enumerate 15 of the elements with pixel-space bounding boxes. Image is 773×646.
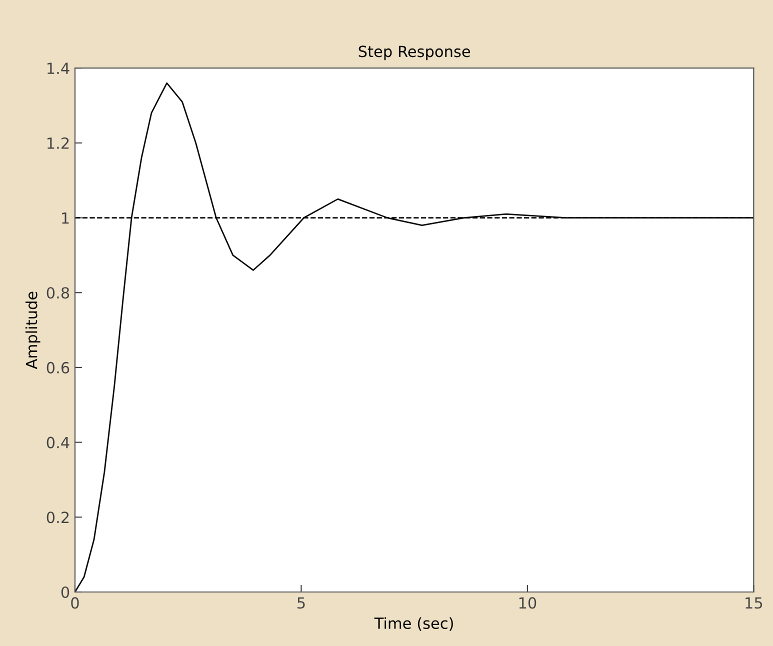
y-tick-label: 0.2: [46, 512, 69, 524]
y-tick-label: 1: [62, 212, 69, 224]
x-tick-label: 5: [298, 597, 305, 609]
y-tick-label: 1.2: [48, 137, 69, 149]
y-tick-label: 1.4: [48, 62, 70, 74]
chart-title: Step Response: [358, 46, 470, 60]
y-axis-title: Amplitude: [25, 292, 40, 370]
x-tick-label: 15: [746, 597, 762, 609]
x-tick-label: 10: [519, 597, 536, 609]
y-tick-label: 0: [61, 586, 70, 598]
x-tick-label: 0: [71, 597, 79, 609]
y-tick-label: 0.4: [46, 436, 70, 448]
y-tick-label: 0.8: [46, 287, 70, 299]
x-axis-title: Time (sec): [374, 617, 453, 631]
y-tick-label: 0.6: [46, 362, 70, 374]
